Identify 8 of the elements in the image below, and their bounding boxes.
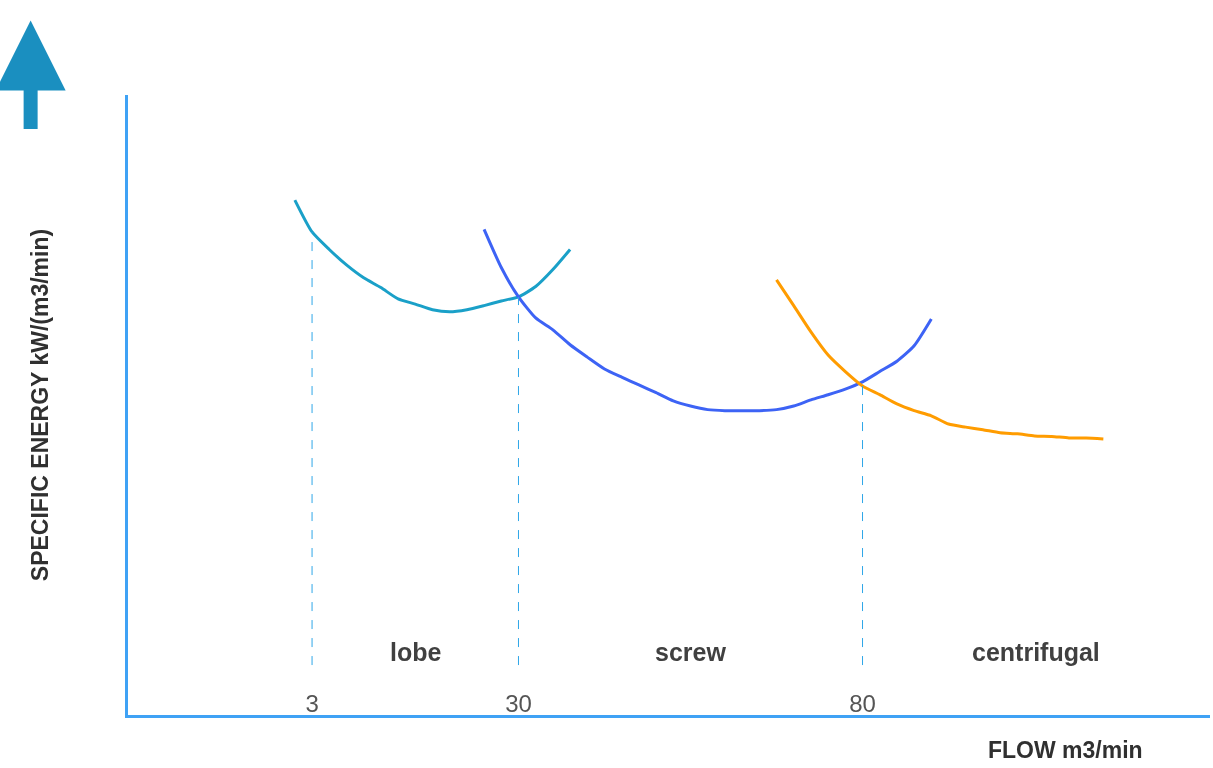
y-axis-title: SPECIFIC ENERGY kW/(m3/min) bbox=[27, 228, 54, 582]
x-axis-title: FLOW m3/min bbox=[988, 737, 1143, 763]
x-tick-label: 80 bbox=[849, 690, 876, 717]
annotation: screw bbox=[655, 638, 727, 666]
x-tick-label: 3 bbox=[305, 690, 319, 717]
annotation: lobe bbox=[390, 638, 442, 666]
annotation: centrifugal bbox=[972, 638, 1100, 666]
x-tick-label: 30 bbox=[505, 690, 532, 717]
